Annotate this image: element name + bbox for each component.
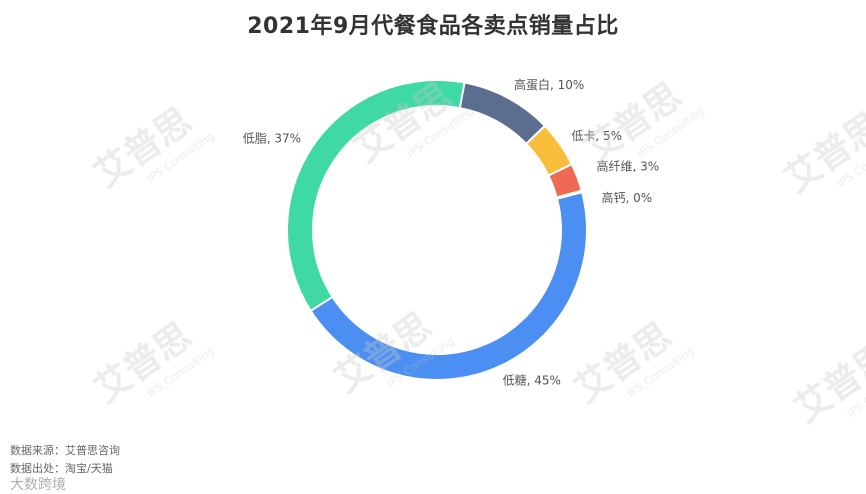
slice-低脂 (286, 79, 466, 313)
slice-label-高纤维: 高纤维, 3% (597, 158, 660, 173)
slice-label-高钙: 高钙, 0% (601, 190, 652, 205)
source-line-1: 数据来源：艾普思咨询 (10, 444, 120, 457)
slice-低糖 (309, 190, 588, 381)
slice-label-低糖: 低糖, 45% (503, 372, 561, 387)
slice-label-高蛋白: 高蛋白, 10% (514, 77, 584, 92)
slice-label-低卡: 低卡, 5% (571, 129, 622, 143)
chart-title: 2021年9月代餐食品各卖点销量占比 (247, 14, 619, 39)
brand-mark: 大数跨境 (10, 477, 66, 493)
slice-label-低脂: 低脂, 37% (243, 130, 301, 145)
source-line-2: 数据出处：淘宝/天猫 (10, 462, 113, 475)
